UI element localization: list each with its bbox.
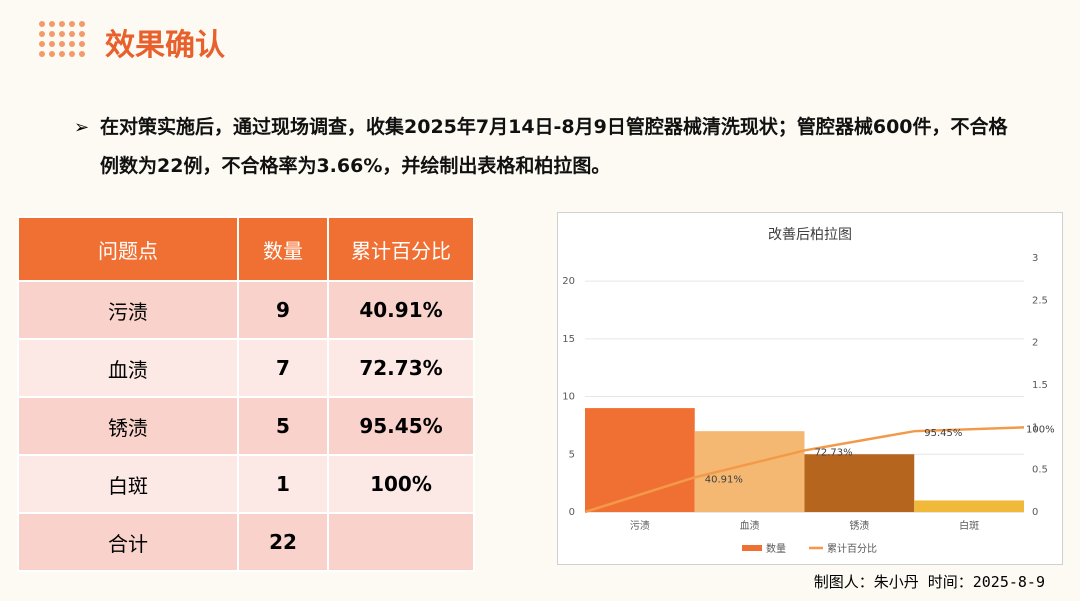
- table-row: 污渍 9 40.91%: [17, 280, 475, 340]
- x-tick-label: 锈渍: [849, 519, 869, 532]
- y2-tick-label: 0: [1032, 507, 1038, 518]
- bullet-icon: ➢: [74, 117, 90, 138]
- table-cell: 数量: [237, 216, 329, 282]
- table-row: 白斑 1 100%: [17, 454, 475, 514]
- table-row: 问题点 数量 累计百分比: [17, 216, 475, 282]
- table-cell: 血渍: [17, 338, 239, 398]
- table-cell: 污渍: [17, 280, 239, 340]
- footer: 制图人：朱小丹 时间：2025-8-9: [813, 573, 1045, 591]
- table-cell: 锈渍: [17, 396, 239, 456]
- table-row: 血渍 7 72.73%: [17, 338, 475, 398]
- table-cell: 累计百分比: [327, 216, 475, 282]
- dots-icon: [39, 21, 85, 57]
- legend-label: 数量: [766, 542, 786, 555]
- legend-swatch: [742, 545, 762, 551]
- line: [584, 426, 1025, 514]
- table-cell: 7: [237, 338, 329, 398]
- y-tick-label: 20: [562, 276, 575, 287]
- y-tick-label: 10: [562, 392, 575, 403]
- x-tick-label: 污渍: [630, 519, 650, 532]
- bar: [804, 454, 915, 512]
- x-tick-label: 血渍: [740, 519, 760, 532]
- table-cell: 1: [237, 454, 329, 514]
- y2-tick-label: 1.5: [1032, 380, 1048, 391]
- table-cell: 72.73%: [327, 338, 475, 398]
- bar: [914, 500, 1024, 512]
- table-cell: 22: [237, 512, 329, 572]
- legend-label: 累计百分比: [827, 542, 877, 555]
- data-label: 40.91%: [705, 474, 743, 485]
- data-label: 72.73%: [815, 447, 853, 458]
- y-tick-label: 15: [562, 334, 575, 345]
- table-cell: 100%: [327, 454, 475, 514]
- bar: [694, 431, 805, 512]
- table-cell: 40.91%: [327, 280, 475, 340]
- table-cell: 白斑: [17, 454, 239, 514]
- table-cell: [327, 512, 475, 572]
- y2-tick-label: 2.5: [1032, 295, 1048, 306]
- y2-tick-label: 2: [1032, 338, 1038, 349]
- table-row: 合计 22: [17, 512, 475, 572]
- data-label: 95.45%: [924, 428, 962, 439]
- table-cell: 问题点: [17, 216, 239, 282]
- bullet-text: 在对策实施后，通过现场调查，收集2025年7月14日-8月9日管腔器械清洗现状；…: [100, 116, 1008, 177]
- y-tick-label: 0: [569, 507, 575, 518]
- table-row: 锈渍 5 95.45%: [17, 396, 475, 456]
- chart-title: 改善后柏拉图: [768, 227, 852, 243]
- title: 效果确认: [105, 28, 225, 63]
- y2-tick-label: 0.5: [1032, 465, 1048, 476]
- table-cell: 合计: [17, 512, 239, 572]
- table-cell: 5: [237, 396, 329, 456]
- bar: [585, 408, 695, 512]
- data-label: 100%: [1026, 424, 1055, 435]
- table-cell: 9: [237, 280, 329, 340]
- chart: 改善后柏拉图 0 5 10 15 20 0 0.5 1 1.5 2 2.5 3 40.91% 72.73%…: [557, 212, 1063, 565]
- table: 问题点 数量 累计百分比 污渍 9 40.91% 血渍 7 72.73% 锈渍 5 95.45% 白斑 1…: [17, 216, 475, 572]
- y-tick-label: 5: [569, 449, 575, 460]
- y2-tick-label: 1: [1032, 422, 1038, 433]
- table-cell: 95.45%: [327, 396, 475, 456]
- y2-tick-label: 3: [1032, 253, 1038, 264]
- x-tick-label: 白斑: [959, 519, 979, 532]
